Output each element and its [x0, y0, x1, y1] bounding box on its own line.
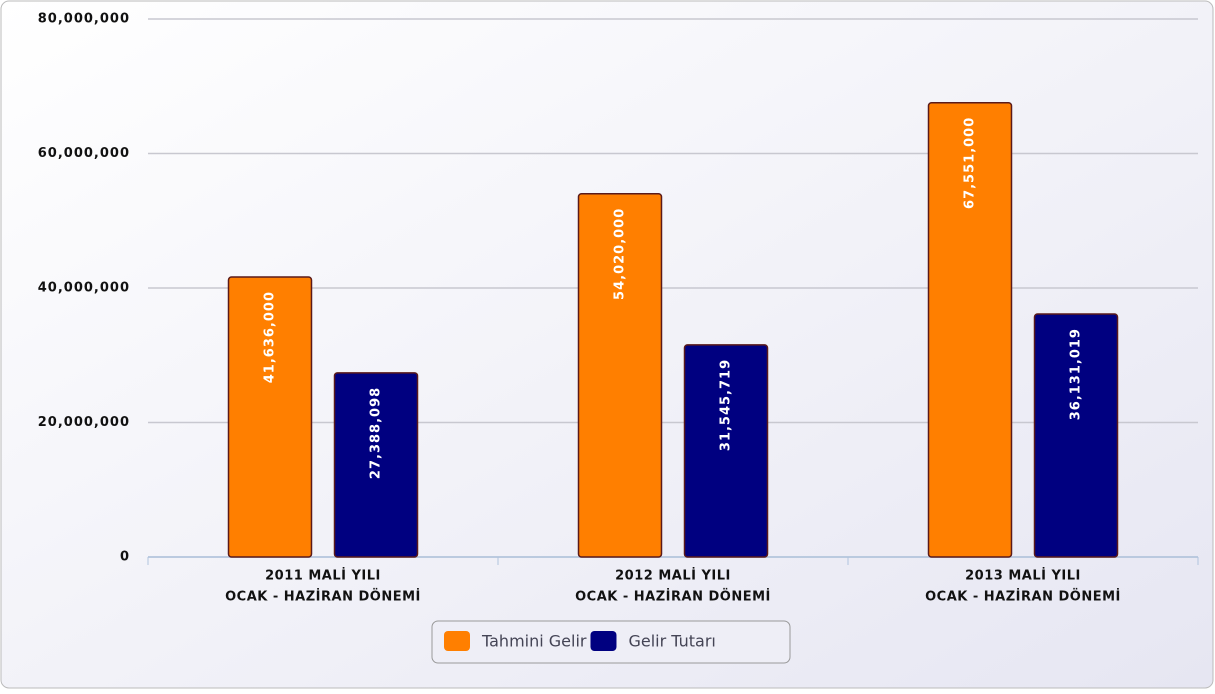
legend-label: Gelir Tutarı	[628, 632, 715, 651]
y-tick-label: 80,000,000	[38, 12, 130, 27]
x-tick-label: OCAK - HAZİRAN DÖNEMİ	[925, 589, 1121, 605]
value-label: 31,545,719	[719, 359, 734, 451]
y-tick-label: 40,000,000	[38, 281, 130, 296]
y-tick-label: 20,000,000	[38, 415, 130, 430]
value-label: 54,020,000	[613, 208, 628, 300]
x-tick-label: OCAK - HAZİRAN DÖNEMİ	[575, 589, 771, 605]
legend-swatch	[444, 631, 470, 651]
legend-label: Tahmini Gelir	[481, 632, 587, 651]
y-tick-label: 60,000,000	[38, 146, 130, 161]
x-tick-label: OCAK - HAZİRAN DÖNEMİ	[225, 589, 421, 605]
bar	[577, 192, 663, 558]
value-label: 27,388,098	[369, 387, 384, 479]
x-tick-label: 2013 MALİ YILI	[965, 568, 1081, 584]
value-label: 41,636,000	[263, 291, 278, 383]
value-label: 67,551,000	[963, 117, 978, 209]
bar	[1033, 313, 1119, 558]
x-tick-label: 2012 MALİ YILI	[615, 568, 731, 584]
bar	[927, 101, 1013, 558]
bar	[333, 372, 419, 558]
bar	[683, 344, 769, 558]
legend-swatch	[590, 631, 617, 651]
bar	[227, 276, 313, 558]
value-label: 36,131,019	[1069, 328, 1084, 420]
y-tick-label: 0	[120, 550, 130, 565]
x-tick-label: 2011 MALİ YILI	[265, 568, 381, 584]
